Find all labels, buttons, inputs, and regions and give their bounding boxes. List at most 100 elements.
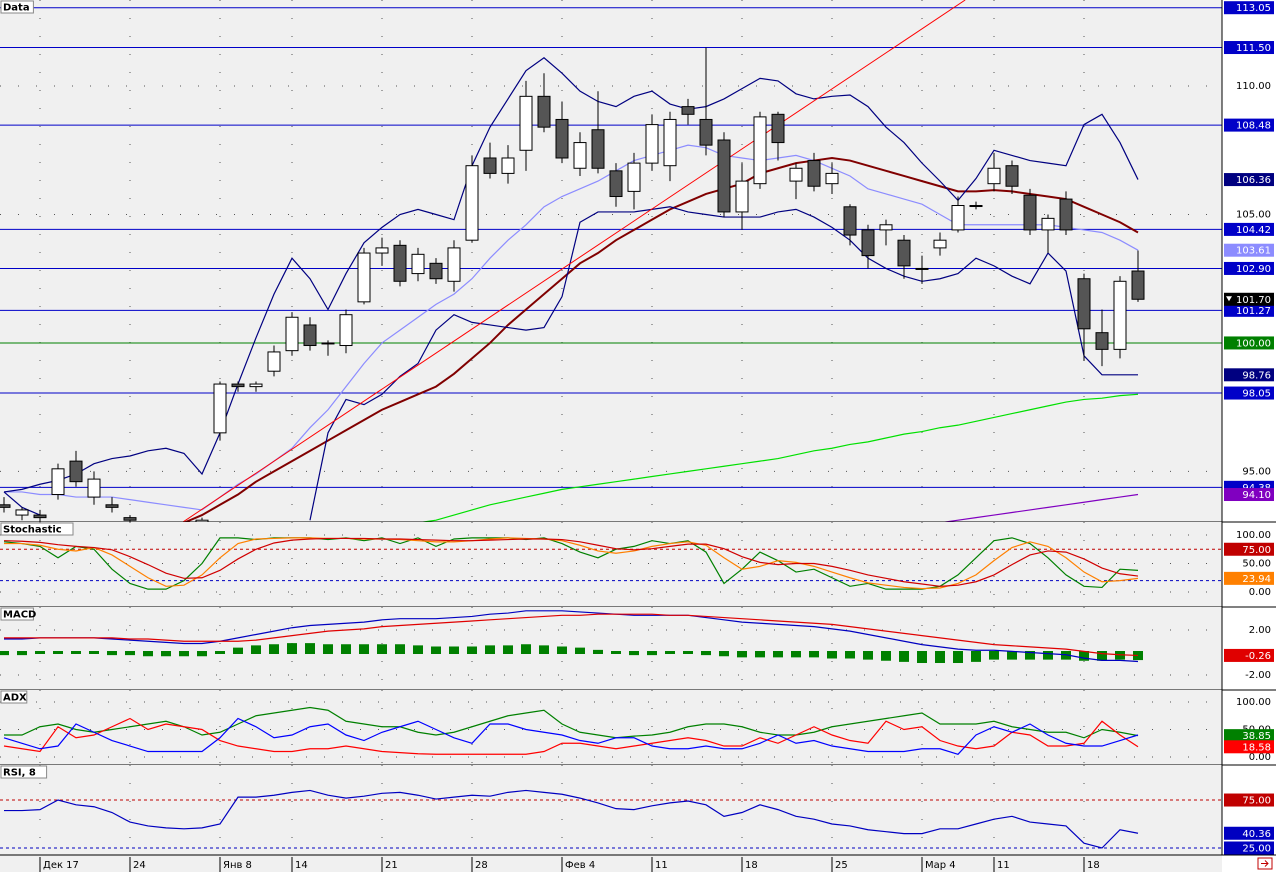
candle-body — [501, 157, 515, 174]
series-line — [4, 789, 1139, 849]
candle-body — [321, 342, 335, 345]
value-label-box — [1224, 488, 1274, 502]
panel-background — [0, 607, 1222, 690]
value-labels: 110.00 105.00 95.00 113.05 111.50 108.48 104.4… — [1224, 1, 1274, 502]
histogram-bar — [539, 645, 549, 654]
plot-area — [0, 522, 1222, 607]
value-label-box — [1224, 729, 1274, 743]
candle-body — [429, 262, 443, 280]
value-label: -0.26 — [1245, 651, 1271, 662]
candle-body — [933, 239, 947, 249]
level-label: 111.50 — [1236, 43, 1271, 54]
value-label: 94.10 — [1242, 490, 1271, 501]
histogram-bar — [701, 650, 711, 656]
series-line — [4, 610, 1139, 663]
value-label: 40.36 — [1242, 829, 1271, 840]
histogram-bar — [485, 645, 495, 654]
candle-body — [1113, 280, 1127, 350]
series-line — [3, 57, 1139, 493]
x-tick-label: 11 — [997, 860, 1010, 871]
y-tick-label: 100.00 — [1236, 530, 1271, 541]
panel-title: ADX — [3, 693, 27, 704]
candle-body — [123, 517, 137, 521]
panel-background — [0, 0, 1222, 522]
value-label: 98.76 — [1242, 370, 1271, 381]
y-tick-label: 105.00 — [1236, 210, 1271, 221]
level-label-box — [1224, 118, 1274, 132]
x-tick-label: 25 — [835, 860, 848, 871]
histogram-bar — [377, 644, 387, 654]
histogram-bar — [791, 650, 801, 658]
value-label: 106.36 — [1236, 175, 1271, 186]
histogram-bar — [719, 650, 729, 657]
candle-body — [15, 509, 29, 516]
histogram-bar — [431, 646, 441, 654]
candle-body — [357, 252, 371, 303]
scroll-icon — [1261, 860, 1269, 867]
histogram-bar — [683, 650, 693, 654]
value-label-box — [1224, 648, 1274, 662]
histogram-bar — [467, 646, 477, 654]
candle-body — [591, 129, 605, 169]
level-label-box — [1224, 261, 1274, 275]
histogram-bar — [629, 650, 639, 656]
candle-body — [105, 504, 119, 508]
candle-body — [825, 172, 839, 185]
histogram-bar — [89, 650, 99, 654]
candle-body — [771, 113, 785, 144]
candle-body — [735, 180, 749, 213]
level-label-box — [1224, 222, 1274, 236]
candle-body — [987, 167, 1001, 185]
histogram-bar — [737, 650, 747, 658]
series-line — [183, 156, 1139, 522]
candle-body — [249, 383, 263, 388]
histogram-bar — [755, 650, 765, 658]
candle-body — [69, 460, 83, 483]
y-tick-label: 110.00 — [1236, 81, 1271, 92]
candle-body — [33, 514, 47, 519]
level-label: 75.00 — [1242, 545, 1271, 556]
y-tick-label: 100.00 — [1236, 697, 1271, 708]
histogram-bar — [323, 644, 333, 654]
histogram-bar — [665, 650, 675, 654]
x-tick-label: Дек 17 — [43, 860, 79, 871]
value-label-box — [1224, 243, 1274, 257]
histogram-bar — [827, 650, 837, 659]
candle-body — [897, 239, 911, 267]
candle-body — [1023, 194, 1037, 231]
histogram-bar — [143, 650, 153, 657]
histogram-bar — [107, 650, 117, 656]
candle-body — [465, 165, 479, 241]
series-line — [309, 206, 1138, 521]
histogram-bar — [395, 644, 405, 654]
y-tick-label: -2.00 — [1245, 670, 1271, 681]
x-tick-label: Мар 4 — [925, 860, 956, 871]
candle-body — [915, 267, 929, 270]
plot-area — [0, 0, 1222, 522]
candle-body — [519, 95, 533, 151]
histogram-bar — [773, 650, 783, 658]
candle-body — [573, 142, 587, 169]
histogram-bar — [521, 644, 531, 654]
series-line — [3, 717, 1139, 755]
x-tick-label: 14 — [295, 860, 308, 871]
panel-title-box — [0, 522, 74, 536]
candle-body — [1131, 270, 1145, 300]
series-line — [3, 491, 41, 516]
histogram-bar — [359, 644, 369, 654]
histogram-bar — [953, 650, 963, 664]
histogram-bar — [593, 649, 603, 654]
value-label-box — [1224, 368, 1274, 382]
level-label-box — [1224, 41, 1274, 55]
histogram-bar — [503, 645, 513, 654]
candle-body — [213, 383, 227, 434]
value-label: 23.94 — [1242, 574, 1271, 585]
plot-area — [0, 607, 1222, 690]
histogram-bar — [611, 650, 621, 654]
histogram-bar — [305, 643, 315, 654]
candle-body — [807, 160, 821, 187]
x-tick-label: 28 — [475, 860, 488, 871]
candle-body — [717, 139, 731, 213]
candle-body — [537, 95, 551, 128]
